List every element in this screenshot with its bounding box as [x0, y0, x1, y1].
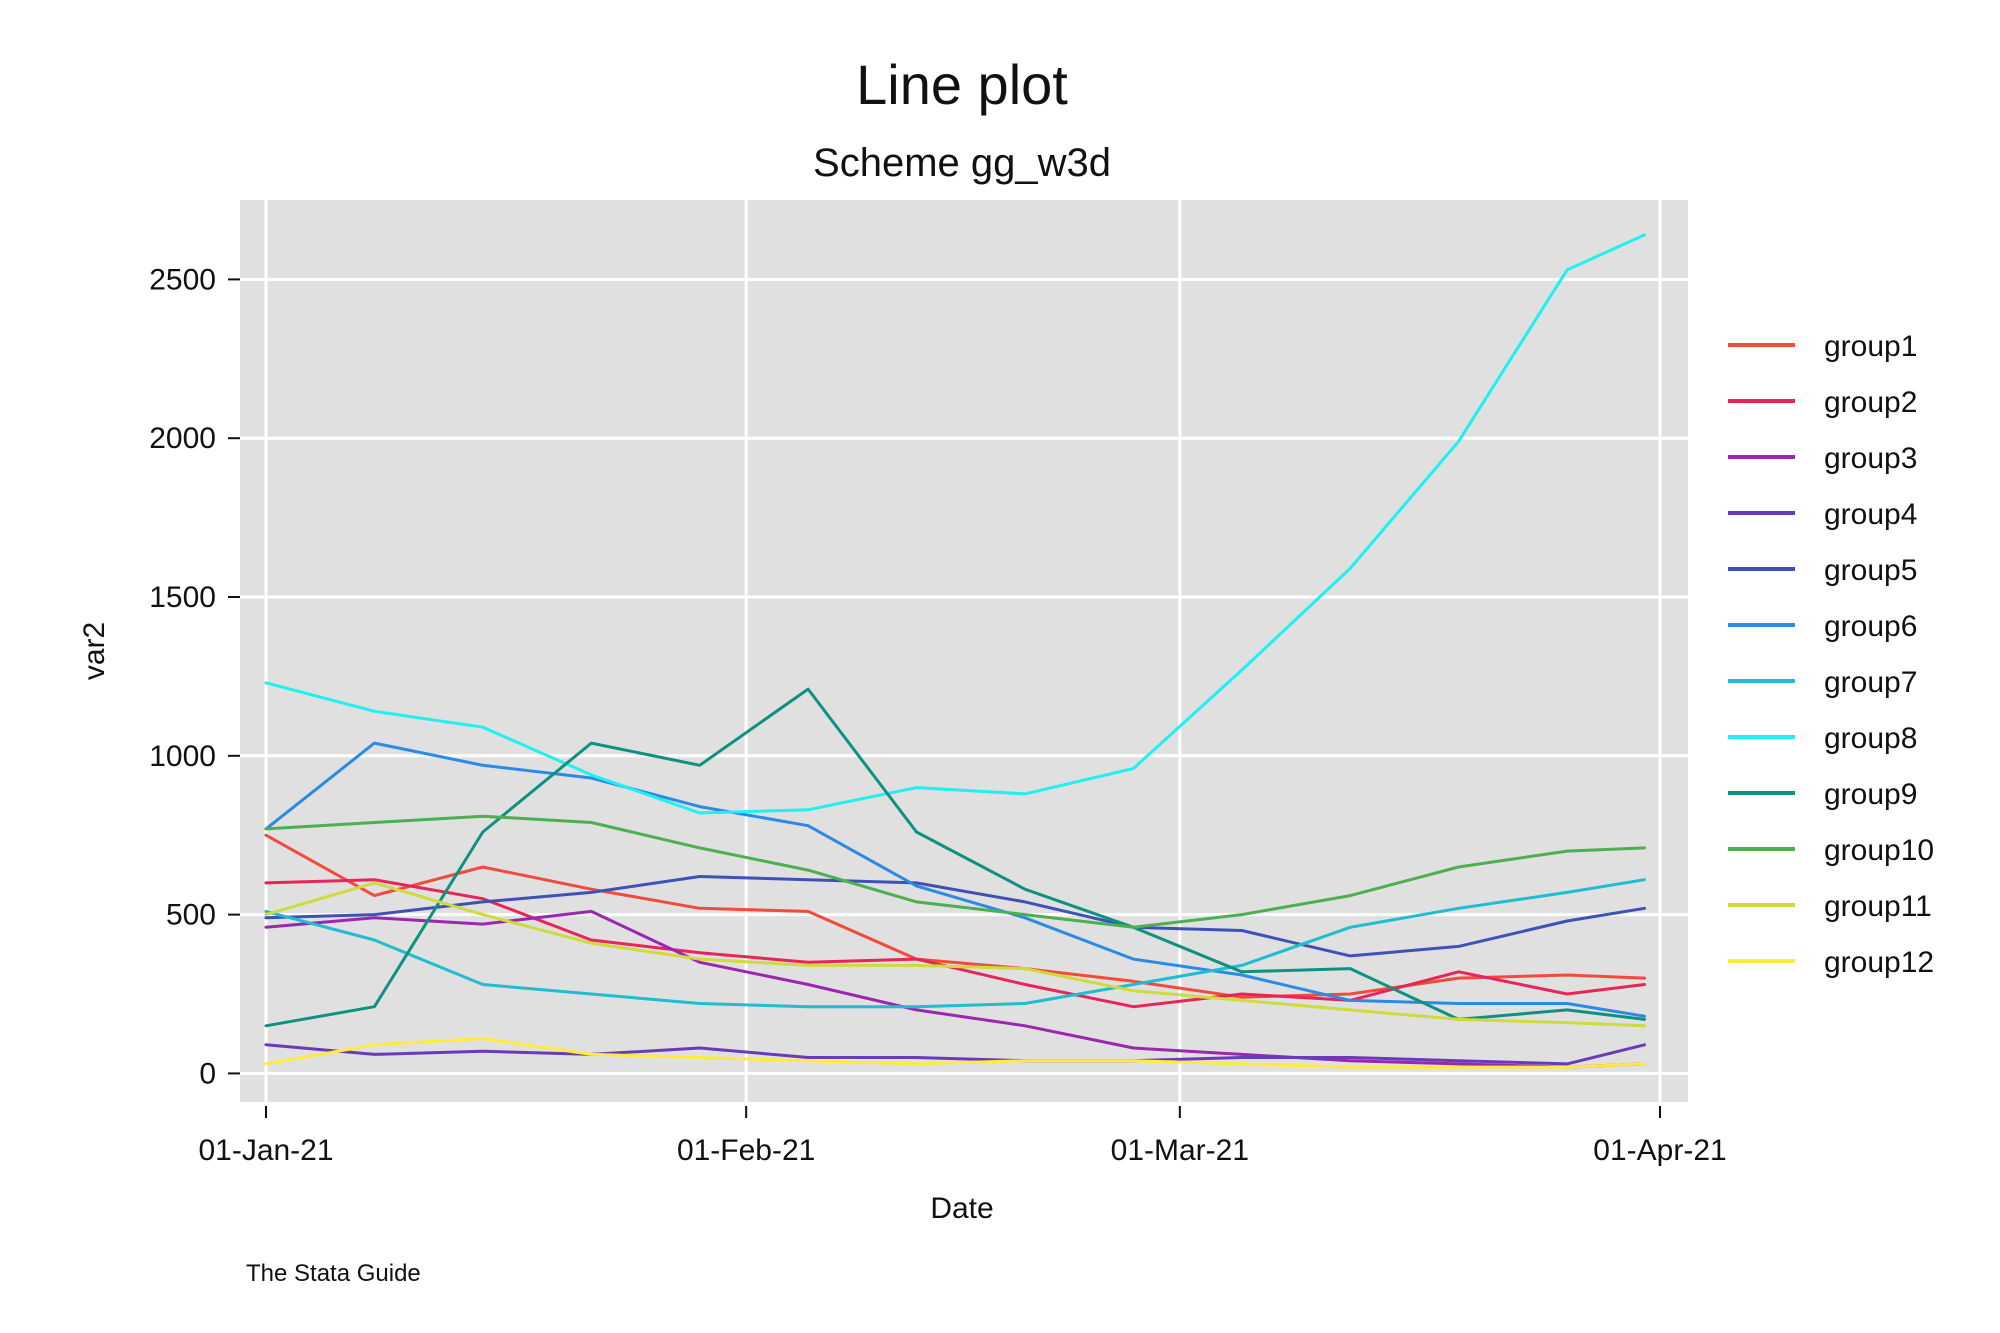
legend-label-group1: group1 [1824, 330, 1917, 363]
legend-label-group6: group6 [1824, 610, 1917, 643]
legend-label-group4: group4 [1824, 498, 1917, 531]
legend-label-group8: group8 [1824, 722, 1917, 755]
series-line-group12 [264, 1037, 1646, 1069]
legend-label-group10: group10 [1824, 834, 1934, 867]
series-line-group7 [264, 878, 1646, 1009]
y-axis-label: var2 [78, 622, 111, 680]
y-tick-label: 2000 [149, 422, 216, 455]
series-line-group6 [264, 741, 1646, 1018]
x-tick-label: 01-Jan-21 [198, 1134, 333, 1167]
x-tick-label: 01-Mar-21 [1111, 1134, 1249, 1167]
legend-label-group11: group11 [1824, 890, 1932, 923]
series-line-group10 [264, 814, 1646, 929]
x-tick-label: 01-Apr-21 [1593, 1134, 1726, 1167]
source-note: The Stata Guide [246, 1260, 421, 1287]
plot-area [240, 200, 1688, 1102]
series-lines [264, 233, 1646, 1069]
legend-label-group5: group5 [1824, 554, 1917, 587]
y-tick-label: 0 [199, 1057, 216, 1090]
series-line-group2 [264, 878, 1646, 1009]
series-line-group1 [264, 833, 1646, 999]
axes: 0 500 1000 1500 2000 2500 01-Jan-21 01-Feb-21 01… [149, 263, 1726, 1167]
series-line-group8 [264, 233, 1646, 815]
legend-label-group2: group2 [1824, 386, 1917, 419]
gridlines [240, 200, 1688, 1102]
legend-label-group3: group3 [1824, 442, 1917, 475]
legend-label-group9: group9 [1824, 778, 1917, 811]
x-tick-label: 01-Feb-21 [677, 1134, 815, 1167]
x-axis-label: Date [930, 1192, 993, 1225]
series-line-group3 [264, 909, 1646, 1069]
chart-subtitle: Scheme gg_w3d [813, 141, 1111, 185]
legend-label-group7: group7 [1824, 666, 1917, 699]
y-tick-label: 2500 [149, 263, 216, 296]
legend-label-group12: group12 [1824, 946, 1934, 979]
chart-title: Line plot [856, 53, 1068, 116]
series-line-group5 [264, 875, 1646, 958]
y-tick-label: 1000 [149, 740, 216, 773]
y-tick-label: 500 [166, 899, 216, 932]
series-line-group11 [264, 881, 1646, 1028]
legend: group1 group2 group3 group4 group5 group6 grou… [1728, 330, 1934, 979]
series-line-group4 [264, 1043, 1646, 1066]
y-tick-label: 1500 [149, 581, 216, 614]
